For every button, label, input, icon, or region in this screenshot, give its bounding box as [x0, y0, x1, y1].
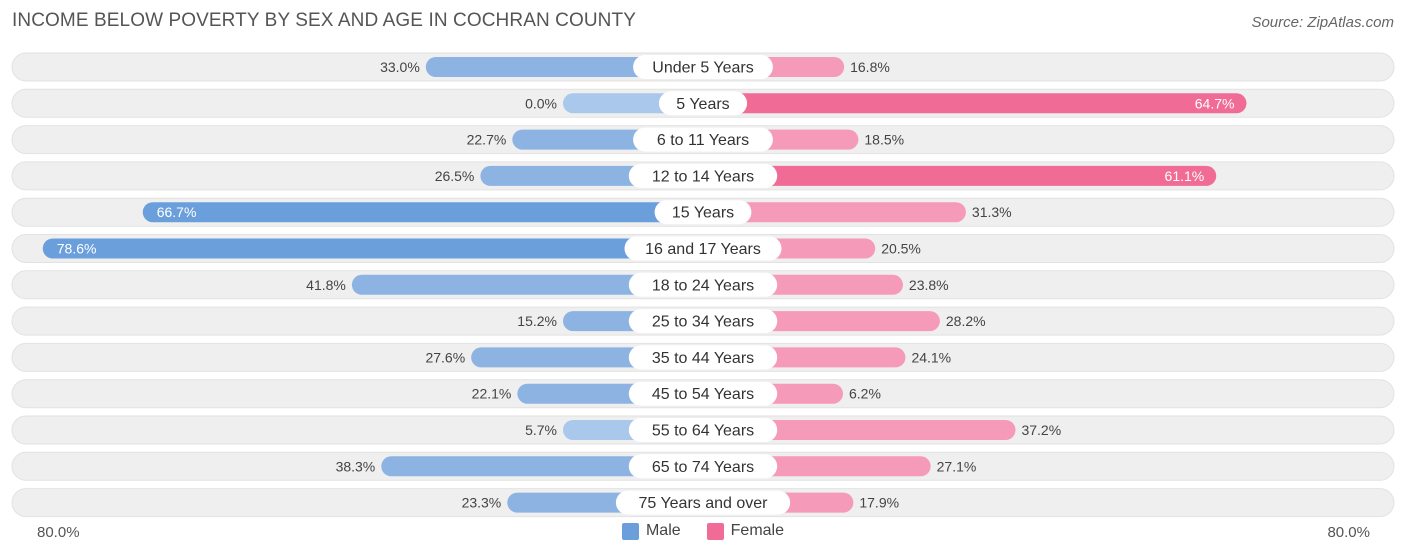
legend-swatch-male — [621, 522, 639, 540]
legend: Male Female — [0, 522, 1406, 540]
axis-left-max-label: 80.0% — [37, 524, 80, 541]
category-pill — [658, 91, 748, 116]
value-label-male: 27.6% — [425, 349, 465, 365]
category-pill — [628, 272, 778, 297]
value-label-male: 22.1% — [472, 386, 512, 402]
category-label: 6 to 11 Years — [657, 132, 749, 149]
value-label-male: 0.0% — [525, 95, 557, 111]
value-label-female: 16.8% — [850, 59, 890, 75]
category-pill — [628, 163, 778, 188]
legend-swatch-female — [706, 522, 724, 540]
value-label-female: 37.2% — [1021, 422, 1061, 438]
category-pill — [628, 381, 778, 406]
value-label-female: 20.5% — [881, 241, 921, 257]
bar-male — [381, 456, 703, 477]
category-label: 35 to 44 Years — [652, 350, 754, 367]
legend-label-male: Male — [645, 522, 681, 539]
category-pill — [615, 490, 791, 515]
value-label-male: 66.7% — [157, 204, 197, 220]
value-label-female: 27.1% — [937, 458, 977, 474]
value-label-male: 5.7% — [525, 422, 557, 438]
category-label: 65 to 74 Years — [652, 459, 754, 476]
category-pill — [633, 55, 773, 79]
category-pill — [628, 454, 778, 479]
bar-female — [703, 420, 1016, 440]
legend-item-female: Female — [706, 522, 785, 540]
value-label-male: 22.7% — [467, 132, 507, 148]
bar-female — [703, 202, 966, 223]
chart-source: Source: ZipAtlas.com — [1251, 14, 1394, 31]
value-label-male: 33.0% — [380, 59, 420, 75]
category-pill — [654, 200, 752, 225]
category-label: 5 Years — [676, 96, 729, 113]
category-label: 55 to 64 Years — [652, 423, 754, 440]
category-label: 18 to 24 Years — [652, 277, 754, 294]
bar-female — [703, 93, 1247, 114]
category-label: 45 to 54 Years — [652, 386, 754, 403]
category-label: 15 Years — [672, 205, 734, 222]
value-label-male: 15.2% — [517, 313, 557, 329]
value-label-female: 64.7% — [1195, 95, 1235, 111]
bar-male — [42, 238, 703, 259]
bar-female — [703, 165, 1217, 186]
category-label: 12 to 14 Years — [652, 168, 754, 185]
value-label-male: 41.8% — [306, 277, 346, 293]
value-label-female: 17.9% — [859, 495, 899, 511]
category-pill — [628, 418, 778, 442]
category-label: 75 Years and over — [639, 495, 769, 512]
value-label-female: 31.3% — [972, 204, 1012, 220]
value-label-female: 61.1% — [1165, 168, 1205, 184]
axis-right-max-label: 80.0% — [1327, 524, 1370, 541]
legend-label-female: Female — [730, 522, 785, 539]
value-label-female: 18.5% — [864, 132, 904, 148]
chart-title: INCOME BELOW POVERTY BY SEX AND AGE IN C… — [12, 10, 636, 31]
category-pill — [628, 309, 778, 334]
category-label: 25 to 34 Years — [652, 314, 754, 331]
bar-male — [425, 57, 703, 77]
value-label-male: 78.6% — [57, 241, 97, 257]
value-label-male: 26.5% — [435, 168, 475, 184]
value-label-female: 28.2% — [946, 313, 986, 329]
bar-male — [351, 274, 703, 295]
value-label-female: 23.8% — [909, 277, 949, 293]
value-label-male: 23.3% — [462, 495, 502, 511]
value-label-female: 6.2% — [849, 386, 881, 402]
value-label-female: 24.1% — [911, 349, 951, 365]
value-label-male: 38.3% — [336, 458, 376, 474]
category-label: Under 5 Years — [652, 60, 753, 77]
legend-item-male: Male — [621, 522, 681, 540]
category-pill — [628, 345, 778, 370]
category-label: 16 and 17 Years — [645, 241, 761, 258]
category-pill — [633, 127, 773, 152]
bar-male — [142, 202, 704, 223]
category-pill — [624, 236, 782, 261]
